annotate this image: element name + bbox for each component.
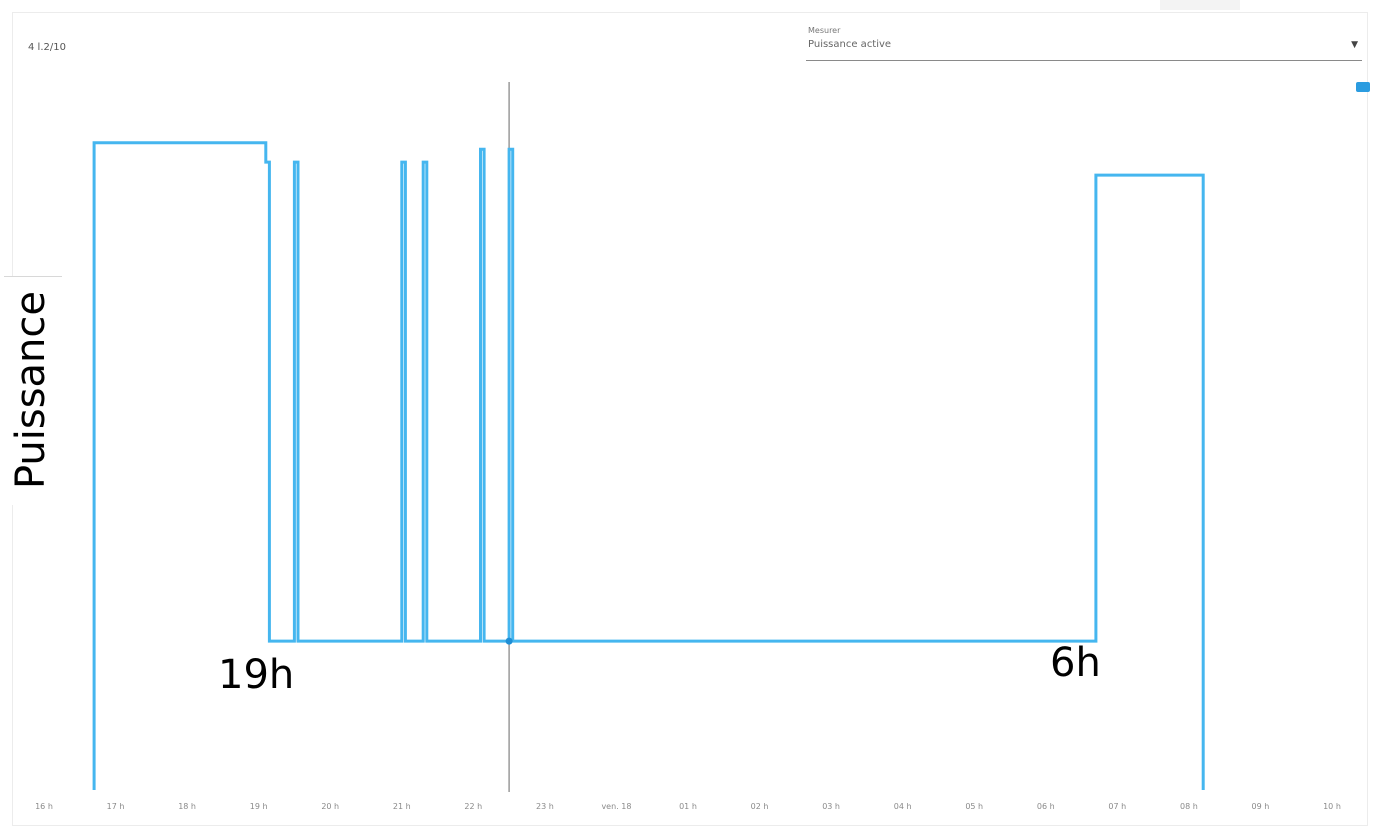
x-tick-label: 18 h (178, 802, 196, 811)
x-tick-label: 17 h (107, 802, 125, 811)
x-tick-label: 05 h (965, 802, 983, 811)
annotation-end: 6h (1050, 640, 1101, 686)
annotation-start: 19h (218, 652, 295, 698)
x-tick-label: 07 h (1108, 802, 1126, 811)
top-tab[interactable] (1160, 0, 1240, 10)
y-title-box (4, 276, 62, 505)
dropdown-arrow-icon[interactable]: ▼ (1351, 40, 1358, 50)
x-tick-label: 19 h (250, 802, 268, 811)
x-tick-label: 01 h (679, 802, 697, 811)
x-tick-label: 02 h (751, 802, 769, 811)
x-tick-label: 20 h (321, 802, 339, 811)
x-tick-label: 03 h (822, 802, 840, 811)
chart-card (12, 12, 1368, 826)
x-tick-label: 08 h (1180, 802, 1198, 811)
x-tick-label: 23 h (536, 802, 554, 811)
series-line-0[interactable] (92, 141, 1205, 790)
x-tick-label: 21 h (393, 802, 411, 811)
x-tick-label: 04 h (894, 802, 912, 811)
x-tick-label: ven. 18 (601, 802, 631, 811)
measure-selected-value: Puissance active (808, 39, 892, 50)
x-tick-label: 06 h (1037, 802, 1055, 811)
cursor-point[interactable] (505, 637, 513, 645)
measure-select[interactable]: Mesurer Puissance active ▼ (806, 24, 1362, 61)
x-tick-label: 10 h (1323, 802, 1341, 811)
x-tick-label: 09 h (1252, 802, 1270, 811)
measure-caption: Mesurer (808, 26, 841, 35)
legend-swatch[interactable] (1356, 82, 1370, 92)
x-tick-label: 22 h (464, 802, 482, 811)
x-tick-label: 16 h (35, 802, 53, 811)
small-value-label: 4 l.2/10 (28, 42, 66, 53)
